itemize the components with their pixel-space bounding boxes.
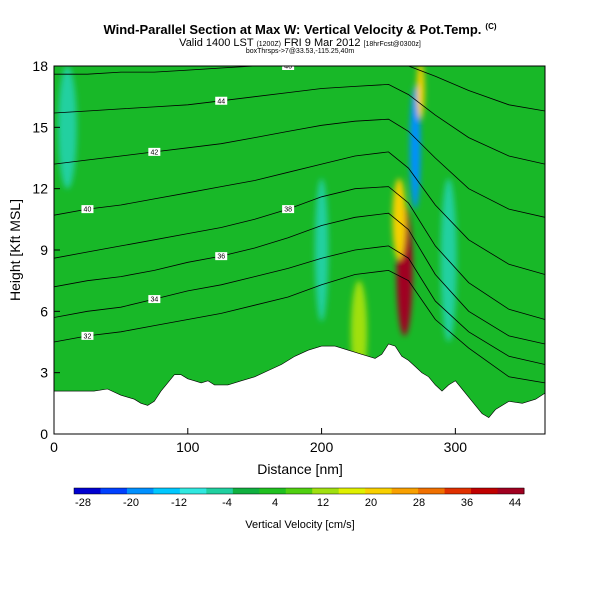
contour-36 — [54, 212, 545, 345]
contour-label-36: 36 — [217, 254, 225, 261]
contour-40 — [54, 151, 545, 275]
contour-label-bg-42 — [148, 147, 161, 156]
colorbar: -28 -20 -12 -4 4 12 20 28 36 44 — [73, 487, 525, 509]
y-tick-label: 12 — [32, 181, 48, 197]
contour-label-34: 34 — [150, 297, 158, 304]
colorbar-swatch — [312, 488, 340, 494]
colorbar-frame — [73, 487, 525, 495]
y-axis-label: Height [Kft MSL] — [7, 199, 23, 301]
y-tick-label: 6 — [40, 303, 48, 319]
colorbar-tick-label: 4 — [272, 497, 278, 509]
valid-time: Valid 1400 LST (1200Z) FRI 9 Mar 2012 [1… — [0, 37, 600, 49]
w-feature-1 — [392, 178, 406, 261]
colorbar-tick-label: 28 — [413, 497, 425, 509]
y-tick-label: 3 — [40, 365, 48, 381]
chart-subline: boxThrsps->7@33.53,-115.25,40m — [245, 48, 355, 55]
colorbar-swatch — [153, 488, 181, 494]
colorbar-swatch — [391, 488, 419, 494]
x-tick-label: 0 — [50, 439, 58, 455]
w-feature-2 — [409, 86, 421, 210]
x-tick-label: 100 — [176, 439, 200, 455]
y-tick-label: 0 — [40, 426, 48, 442]
colorbar-swatch — [471, 488, 499, 494]
y-tick-label: 18 — [32, 58, 48, 74]
contour-label-44: 44 — [217, 98, 225, 105]
terrain — [54, 343, 545, 434]
title-text: Wind-Parallel Section at Max W: Vertical… — [103, 22, 482, 37]
contour-label-bg-32 — [81, 331, 94, 340]
colorbar-tick-label: 20 — [365, 497, 377, 509]
colorbar-swatch — [418, 488, 446, 494]
contour-label-46: 46 — [284, 64, 292, 71]
colorbar-swatch — [232, 488, 260, 494]
chart-title: Wind-Parallel Section at Max W: Vertical… — [0, 22, 600, 37]
contour-44 — [54, 83, 545, 165]
colorbar-swatch — [444, 488, 472, 494]
colorbar-tick-label: -28 — [75, 497, 91, 509]
contour-46 — [54, 66, 545, 112]
w-feature-4 — [314, 178, 329, 322]
colorbar-tick-label: -4 — [222, 497, 232, 509]
colorbar-tick-label: -20 — [123, 497, 139, 509]
colorbar-title: Vertical Velocity [cm/s] — [245, 519, 354, 531]
colorbar-tick-label: 36 — [461, 497, 473, 509]
contour-label-bg-36 — [215, 252, 228, 261]
colorbar-swatch — [285, 488, 313, 494]
x-axis-label: Distance [nm] — [257, 461, 343, 477]
valid-main-2: FRI 9 Mar 2012 — [284, 37, 361, 49]
contour-label-42: 42 — [150, 149, 158, 156]
w-feature-6 — [58, 66, 77, 189]
contour-34 — [54, 245, 545, 365]
colorbar-swatch — [126, 488, 154, 494]
contour-label-32: 32 — [84, 333, 92, 340]
contour-label-bg-34 — [148, 295, 161, 304]
colorbar-tick-label: 12 — [317, 497, 329, 509]
contour-label-bg-38 — [282, 205, 295, 214]
valid-small-2: [18hrFcst@0300z] — [363, 41, 421, 48]
contour-32 — [54, 269, 545, 384]
y-tick-label: 9 — [40, 242, 48, 258]
colorbar-swatch — [74, 488, 101, 494]
contour-label-bg-46 — [282, 66, 295, 70]
plot-area: 32 34 36 38 40 42 44 46 — [54, 64, 545, 434]
colorbar-swatch — [206, 488, 234, 494]
contour-label-bg-44 — [215, 96, 228, 105]
contour-label-bg-40 — [81, 205, 94, 214]
contour-38 — [54, 186, 545, 320]
valid-small-1: (1200Z) — [256, 41, 281, 48]
colorbar-tick-label: -12 — [171, 497, 187, 509]
contour-label-40: 40 — [84, 207, 92, 214]
contour-label-38: 38 — [284, 207, 292, 214]
colorbar-swatch — [179, 488, 207, 494]
colorbar-swatch — [365, 488, 393, 494]
valid-main: Valid 1400 LST — [179, 37, 254, 49]
y-tick-label: 15 — [32, 119, 48, 135]
colorbar-tick-label: 44 — [509, 497, 521, 509]
title-badge: (C) — [485, 22, 497, 31]
colorbar-swatch — [100, 488, 128, 494]
w-field-features — [58, 66, 457, 383]
contour-42 — [54, 118, 545, 218]
x-tick-label: 200 — [310, 439, 334, 455]
colorbar-swatch — [338, 488, 366, 494]
x-tick-label: 300 — [444, 439, 468, 455]
colorbar-swatch — [497, 488, 525, 494]
colorbar-swatch — [259, 488, 287, 494]
